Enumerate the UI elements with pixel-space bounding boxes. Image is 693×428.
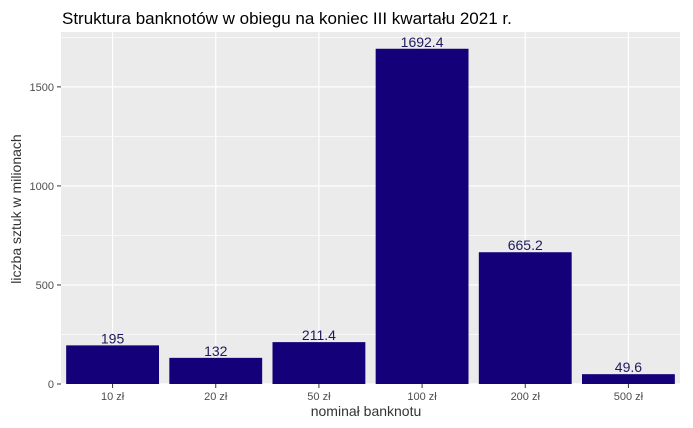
y-tick-label: 1000 bbox=[30, 181, 54, 193]
x-axis-title: nominał banknotu bbox=[311, 403, 422, 419]
data-label-1: 195 bbox=[101, 330, 125, 346]
x-tick-label: 500 zł bbox=[614, 391, 644, 403]
data-label-6: 49.6 bbox=[615, 359, 642, 375]
bar-5 bbox=[478, 252, 572, 384]
chart-title: Struktura banknotów w obiegu na koniec I… bbox=[62, 9, 512, 28]
bar-1 bbox=[66, 345, 160, 384]
bar-6 bbox=[581, 374, 675, 384]
y-tick-label: 1500 bbox=[30, 82, 54, 94]
bar-2 bbox=[169, 357, 263, 384]
data-labels: 195 132 211.4 1692.4 665.2 49.6 bbox=[101, 34, 642, 375]
x-tick-label: 50 zł bbox=[307, 391, 331, 403]
y-tick-label: 0 bbox=[48, 379, 54, 391]
bars bbox=[66, 48, 675, 385]
x-tick-label: 10 zł bbox=[101, 391, 125, 403]
bar-3 bbox=[272, 342, 366, 384]
data-label-3: 211.4 bbox=[302, 327, 336, 343]
plot-panel bbox=[61, 32, 680, 384]
grid-lines bbox=[61, 32, 680, 385]
x-tick-label: 200 zł bbox=[511, 391, 541, 403]
data-label-2: 132 bbox=[204, 343, 228, 359]
y-axis-title: liczba sztuk w milionach bbox=[8, 134, 24, 283]
data-label-4: 1692.4 bbox=[401, 34, 444, 50]
data-label-5: 665.2 bbox=[508, 237, 543, 253]
bar-4 bbox=[375, 48, 469, 385]
x-tick-label: 100 zł bbox=[407, 391, 437, 403]
y-tick-label: 500 bbox=[36, 280, 54, 292]
x-tick-label: 20 zł bbox=[204, 391, 228, 403]
y-axis: 0 500 1000 1500 bbox=[30, 82, 61, 391]
x-axis: 10 zł 20 zł 50 zł 100 zł 200 zł 500 zł bbox=[101, 384, 644, 403]
